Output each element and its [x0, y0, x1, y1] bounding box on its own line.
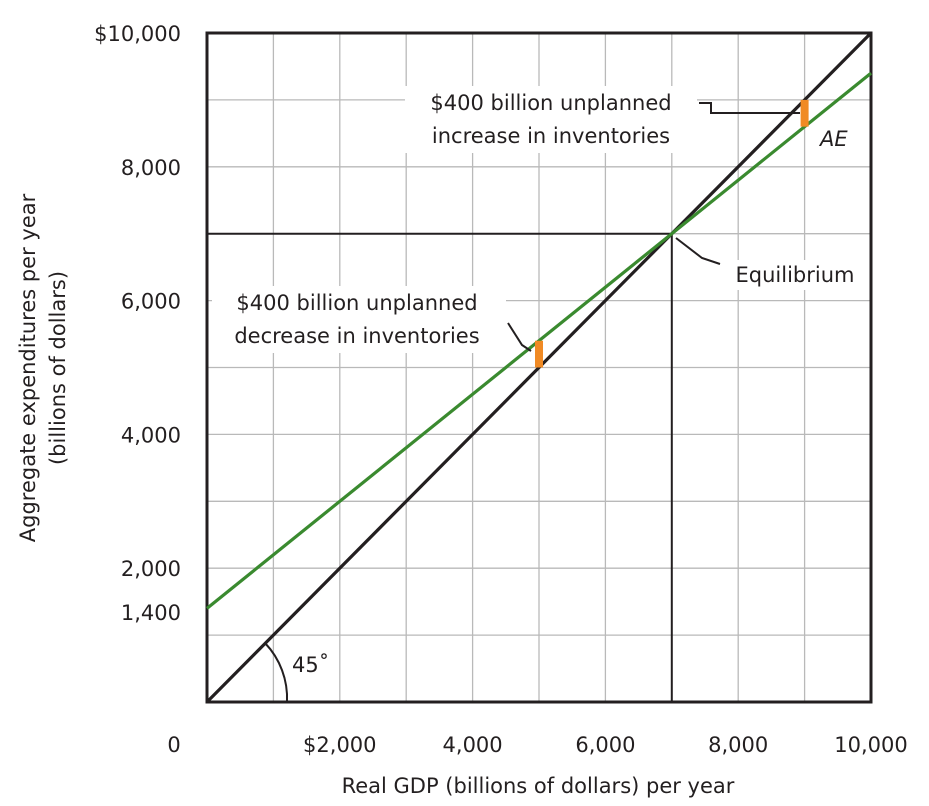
equilibrium-label: Equilibrium [736, 263, 855, 287]
gap-layer [535, 99, 809, 368]
annotation-mid-leader [507, 322, 532, 352]
annotation-mid-bg [212, 286, 506, 353]
x-tick-label: 6,000 [575, 733, 635, 757]
y-tick-label: 6,000 [121, 290, 181, 314]
y-tick-label: 1,400 [121, 601, 181, 625]
x-tick-label: $2,000 [303, 733, 376, 757]
x-tick-label: 4,000 [443, 733, 503, 757]
inventory-gap-bar [535, 340, 543, 368]
annotation-top-line2: increase in inventories [432, 124, 670, 148]
y-tick-label: 8,000 [121, 156, 181, 180]
y-tick-labels: 1,400 2,000 4,000 6,000 8,000 $10,000 [94, 22, 181, 625]
annotation-top-bg [405, 86, 697, 153]
x-tick-label: 0 [167, 733, 180, 757]
ae-series-label: AE [818, 127, 848, 151]
annotation-top-line1: $400 billion unplanned [430, 91, 671, 115]
angle-label: 45˚ [292, 653, 329, 677]
x-axis-title: Real GDP (billions of dollars) per year [342, 774, 735, 798]
x-tick-label: 10,000 [834, 733, 907, 757]
y-axis-title-line2: (billions of dollars) [46, 271, 70, 465]
annotation-top-leader [699, 102, 800, 114]
y-axis-title: Aggregate expenditures per year [16, 193, 40, 542]
x-tick-labels: 0 $2,000 4,000 6,000 8,000 10,000 [167, 733, 907, 757]
x-tick-label: 8,000 [708, 733, 768, 757]
y-tick-label: $10,000 [94, 22, 181, 46]
annotation-mid-line2: decrease in inventories [234, 324, 479, 348]
annotation-mid-line1: $400 billion unplanned [236, 291, 477, 315]
y-tick-label: 4,000 [121, 423, 181, 447]
inventory-gap-bar [800, 99, 809, 127]
equilibrium-label-bg [722, 260, 868, 290]
angle-arc [264, 642, 289, 703]
equilibrium-leader [675, 237, 721, 265]
y-tick-label: 2,000 [121, 557, 181, 581]
plot-area-frame [205, 31, 873, 704]
